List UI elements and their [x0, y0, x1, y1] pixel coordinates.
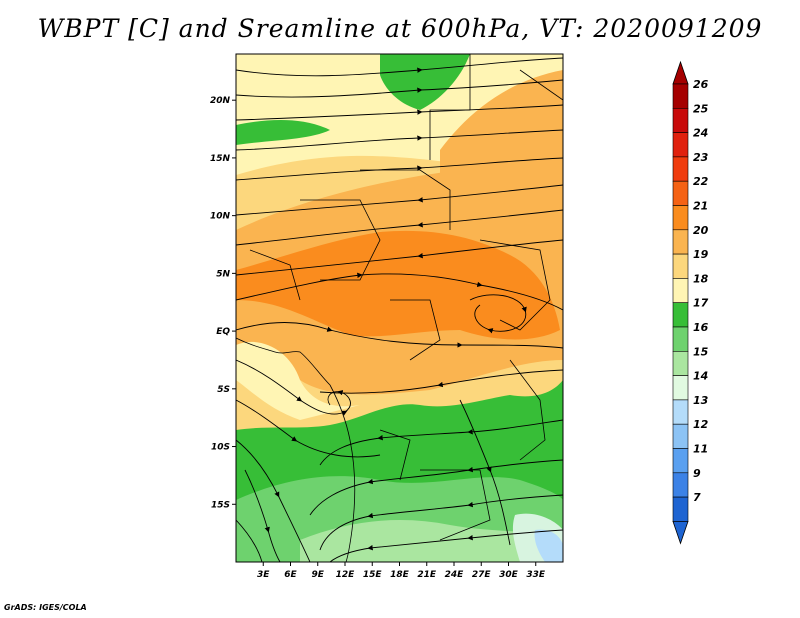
colorbar-swatch [672, 180, 689, 206]
colorbar-swatch [672, 375, 689, 401]
colorbar-swatch [672, 83, 689, 109]
wbpt-field-17-northwest [236, 120, 330, 145]
colorbar-label: 23 [693, 151, 709, 164]
lat-tick-label: 10S [211, 443, 230, 453]
colorbar-swatch [672, 253, 689, 279]
colorbar-swatch [672, 472, 689, 498]
colorbar-label: 22 [693, 175, 709, 188]
colorbar-label: 21 [693, 200, 708, 213]
grads-credit: GrADS: IGES/COLA [4, 603, 87, 612]
lon-axis: 3E 6E 9E 12E 15E 18E 21E 24E 27E 30E 33E [257, 562, 546, 580]
colorbar-label: 18 [693, 272, 709, 285]
colorbar-swatch [672, 156, 689, 182]
colorbar-label: 26 [693, 78, 709, 91]
lat-tick-label: 20N [210, 96, 231, 106]
colorbar-swatch [672, 326, 689, 352]
lat-tick-label: EQ [216, 327, 230, 337]
lon-tick-label: 9E [312, 570, 325, 580]
lon-tick-label: 15E [363, 570, 383, 580]
colorbar-label: 12 [693, 418, 709, 431]
lat-tick-label: 5N [216, 269, 230, 279]
lon-tick-label: 18E [390, 570, 410, 580]
lon-tick-label: 6E [284, 570, 297, 580]
colorbar-label: 17 [693, 297, 709, 310]
lon-tick-label: 30E [499, 570, 519, 580]
lat-tick-label: 15S [211, 500, 230, 510]
colorbar-label: 25 [693, 102, 709, 115]
colorbar: 26 25 24 23 22 21 20 19 18 17 16 15 14 13 12 11 9 7 [672, 60, 709, 545]
colorbar-swatch [672, 423, 689, 449]
colorbar-label: 20 [693, 224, 709, 237]
colorbar-label: 19 [693, 248, 709, 261]
colorbar-label: 15 [693, 345, 709, 358]
colorbar-low-arrow [672, 521, 689, 545]
lon-tick-label: 24E [445, 570, 465, 580]
colorbar-label: 9 [693, 467, 701, 480]
colorbar-label: 7 [693, 491, 701, 504]
colorbar-high-arrow [672, 60, 689, 85]
lon-tick-label: 27E [472, 570, 492, 580]
colorbar-swatch [672, 278, 689, 303]
lon-tick-label: 12E [336, 570, 356, 580]
colorbar-label: 14 [693, 370, 708, 383]
colorbar-swatch [672, 496, 689, 522]
map-panel [236, 54, 563, 562]
colorbar-swatch [672, 350, 689, 376]
colorbar-label: 13 [693, 394, 709, 407]
colorbar-swatch [672, 108, 689, 133]
wbpt-field-20-northeast [440, 70, 563, 200]
colorbar-swatch [672, 302, 689, 328]
lat-tick-label: 5S [217, 385, 230, 395]
colorbar-label: 11 [693, 443, 708, 456]
lat-tick-label: 15N [210, 154, 231, 164]
lat-tick-label: 10N [210, 212, 231, 222]
lat-axis: 20N 15N 10N 5N EQ 5S 10S 15S [210, 96, 236, 510]
colorbar-swatch [672, 399, 689, 425]
colorbar-label: 24 [693, 127, 708, 140]
wbpt-field-13 [534, 529, 563, 562]
lon-tick-label: 3E [257, 570, 270, 580]
wbpt-field-18-equator [236, 341, 360, 420]
colorbar-swatch [672, 205, 689, 231]
colorbar-swatch [672, 132, 689, 158]
lon-tick-label: 21E [417, 570, 437, 580]
colorbar-swatch [672, 229, 689, 255]
chart-title: WBPT [C] and Sreamline at 600hPa, VT: 20… [37, 14, 763, 43]
lon-tick-label: 33E [526, 570, 546, 580]
colorbar-label: 16 [693, 321, 709, 334]
colorbar-swatch [672, 448, 689, 474]
streamlines [236, 57, 563, 562]
